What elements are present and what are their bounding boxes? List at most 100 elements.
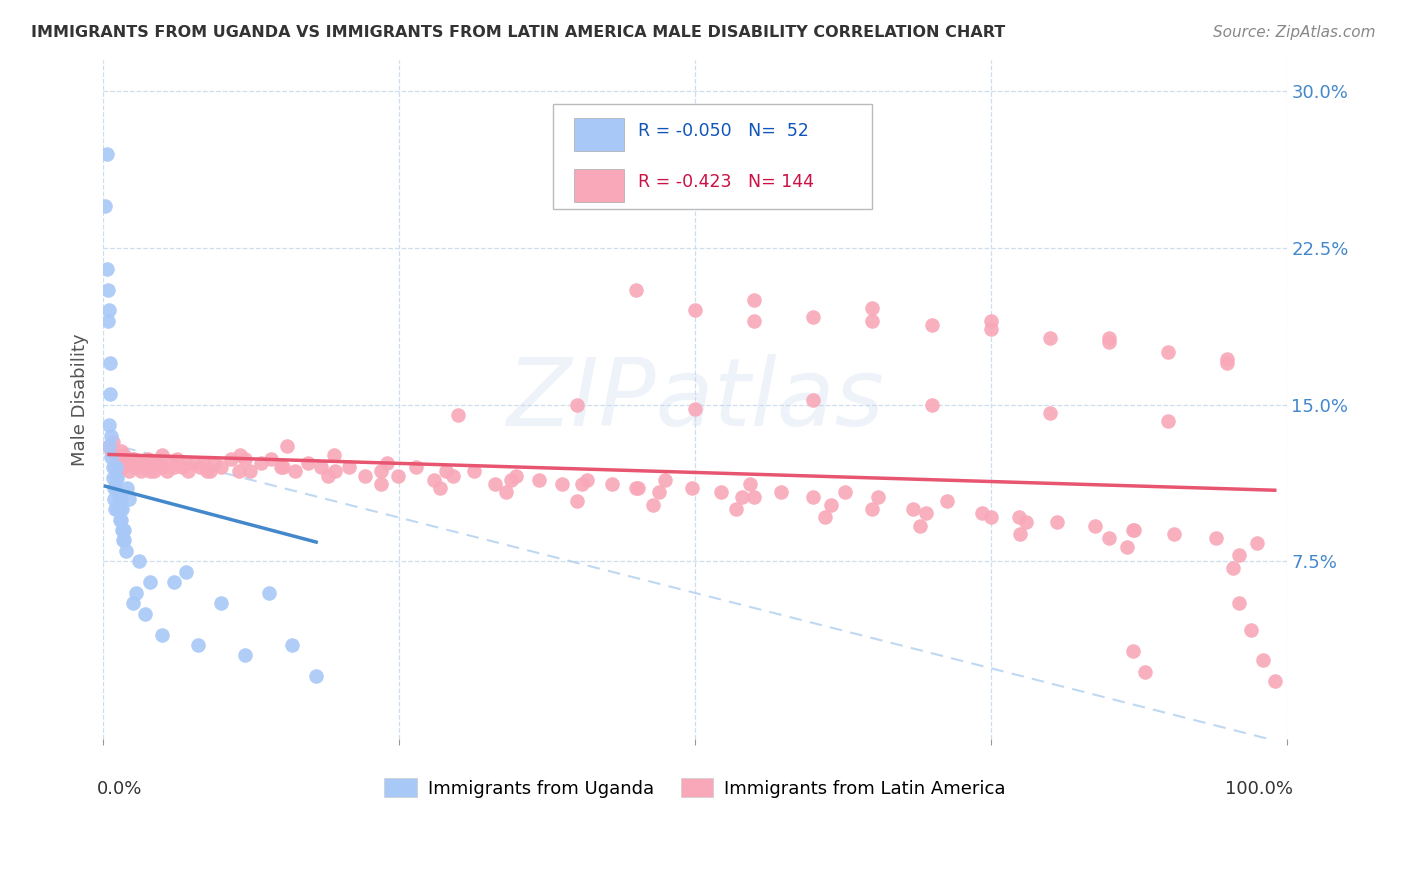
Point bbox=[125, 586, 148, 600]
Point bbox=[110, 491, 132, 506]
Point bbox=[1015, 515, 1038, 529]
Point bbox=[233, 648, 256, 663]
Point bbox=[1264, 673, 1286, 688]
Point bbox=[134, 460, 156, 475]
Point bbox=[104, 460, 127, 475]
Point bbox=[860, 301, 883, 316]
Point bbox=[323, 465, 346, 479]
Point bbox=[901, 502, 924, 516]
Point bbox=[387, 468, 409, 483]
Point bbox=[115, 481, 138, 495]
Point bbox=[316, 468, 339, 483]
Point bbox=[1039, 331, 1062, 345]
FancyBboxPatch shape bbox=[574, 169, 624, 202]
Point bbox=[112, 523, 135, 537]
Point bbox=[257, 586, 280, 600]
Point bbox=[118, 465, 141, 479]
Point bbox=[105, 456, 128, 470]
Point bbox=[627, 481, 650, 495]
Point bbox=[97, 283, 120, 297]
Point bbox=[484, 477, 506, 491]
Point bbox=[501, 473, 523, 487]
Point bbox=[128, 554, 150, 568]
Point bbox=[188, 460, 211, 475]
Point bbox=[98, 387, 121, 401]
Point bbox=[139, 575, 162, 590]
Point bbox=[166, 452, 188, 467]
Point bbox=[110, 443, 132, 458]
Point bbox=[163, 460, 186, 475]
Point bbox=[742, 293, 765, 307]
Point bbox=[136, 452, 159, 467]
Text: 100.0%: 100.0% bbox=[1225, 780, 1292, 797]
Point bbox=[94, 199, 117, 213]
Point bbox=[337, 460, 360, 475]
Point bbox=[129, 465, 152, 479]
Point bbox=[1222, 560, 1244, 574]
Point bbox=[1251, 653, 1274, 667]
Point bbox=[105, 460, 128, 475]
Point bbox=[143, 465, 166, 479]
Point bbox=[124, 460, 146, 475]
Point bbox=[101, 471, 124, 485]
Point bbox=[110, 452, 132, 467]
Point bbox=[104, 481, 127, 495]
Point bbox=[104, 448, 127, 462]
Point bbox=[423, 473, 446, 487]
Point bbox=[150, 627, 173, 641]
Point bbox=[1115, 540, 1137, 554]
Point bbox=[160, 456, 183, 470]
Text: ZIPatlas: ZIPatlas bbox=[506, 354, 884, 445]
Point bbox=[624, 481, 647, 495]
Point bbox=[172, 460, 194, 475]
Point bbox=[156, 465, 179, 479]
Point bbox=[211, 460, 233, 475]
Point bbox=[114, 544, 136, 558]
Point bbox=[834, 485, 856, 500]
Point bbox=[96, 146, 118, 161]
Point bbox=[725, 502, 748, 516]
Point bbox=[114, 448, 136, 462]
Point bbox=[104, 502, 127, 516]
Point bbox=[405, 460, 427, 475]
Point bbox=[233, 452, 256, 467]
Point bbox=[576, 473, 599, 487]
Y-axis label: Male Disability: Male Disability bbox=[72, 333, 89, 466]
Point bbox=[111, 523, 134, 537]
Point bbox=[202, 456, 225, 470]
Point bbox=[305, 669, 328, 683]
Point bbox=[322, 448, 344, 462]
Point bbox=[150, 460, 173, 475]
Point bbox=[770, 485, 793, 500]
Point bbox=[868, 490, 890, 504]
Point bbox=[103, 481, 125, 495]
Point bbox=[110, 512, 132, 526]
Point bbox=[97, 314, 120, 328]
Point bbox=[682, 481, 704, 495]
Point bbox=[921, 318, 943, 332]
Point bbox=[1122, 523, 1144, 537]
Point bbox=[114, 523, 136, 537]
Point bbox=[935, 493, 957, 508]
Point bbox=[281, 638, 304, 652]
FancyBboxPatch shape bbox=[574, 118, 624, 151]
Point bbox=[643, 498, 665, 512]
Point bbox=[105, 471, 128, 485]
Point bbox=[100, 450, 122, 464]
Point bbox=[1227, 596, 1250, 610]
Point bbox=[980, 314, 1002, 328]
Point bbox=[105, 502, 128, 516]
Point bbox=[801, 490, 824, 504]
Point bbox=[128, 456, 150, 470]
Point bbox=[1010, 527, 1032, 541]
Point bbox=[505, 468, 527, 483]
Point bbox=[441, 468, 464, 483]
Point bbox=[429, 481, 451, 495]
Text: R = -0.423   N= 144: R = -0.423 N= 144 bbox=[638, 173, 814, 191]
Point bbox=[527, 473, 550, 487]
FancyBboxPatch shape bbox=[553, 103, 872, 209]
Point bbox=[134, 607, 156, 621]
Point bbox=[260, 452, 283, 467]
Point bbox=[1098, 331, 1121, 345]
Point bbox=[1122, 523, 1144, 537]
